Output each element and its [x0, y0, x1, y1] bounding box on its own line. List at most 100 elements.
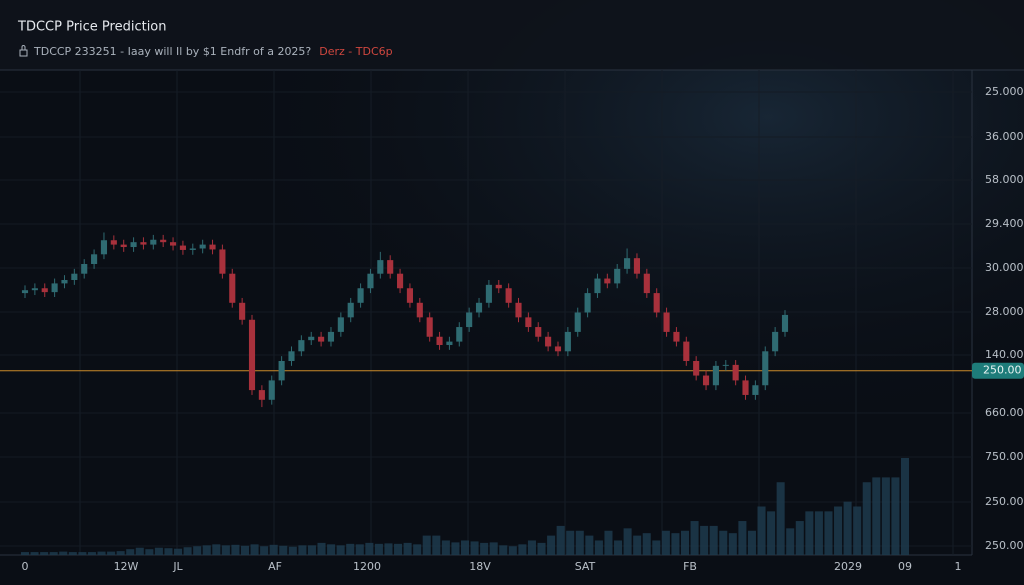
candle-body	[466, 312, 473, 328]
volume-bar	[107, 551, 116, 555]
volume-bar	[441, 540, 450, 555]
volume-bar	[20, 552, 30, 555]
volume-bar	[747, 530, 756, 555]
volume-bar	[212, 544, 221, 555]
candle-body	[288, 351, 295, 361]
candle-body	[752, 385, 759, 395]
x-axis-label: 18V	[469, 560, 491, 573]
volume-bar	[269, 544, 278, 555]
candle-body	[298, 340, 305, 352]
volume-bar	[700, 525, 709, 555]
y-axis-label: 29.400	[985, 217, 1024, 230]
candle-body	[41, 288, 48, 293]
candle-body	[554, 346, 562, 352]
volume-bar	[59, 551, 68, 555]
volume-bar	[336, 545, 345, 555]
y-axis-label: 750.000	[985, 450, 1024, 463]
y-axis-label: 30.000	[985, 261, 1024, 274]
candle-body	[209, 244, 216, 250]
candle-body	[327, 331, 335, 342]
volume-bar	[403, 542, 412, 555]
volume-bar	[355, 544, 364, 555]
volume-bar	[518, 544, 527, 555]
volume-bar	[776, 482, 785, 555]
candle-body	[31, 288, 38, 291]
volume-bar	[240, 545, 250, 555]
candle-body	[535, 327, 542, 337]
candle-body	[21, 290, 29, 294]
candle-body	[318, 336, 325, 342]
volume-bar	[767, 511, 776, 555]
candle-body	[436, 336, 443, 345]
candle-body	[229, 273, 236, 303]
candle-body	[475, 302, 483, 313]
candle-body	[406, 288, 413, 303]
volume-bar	[164, 548, 173, 555]
volume-bar	[652, 540, 661, 555]
volume-bar	[594, 540, 603, 555]
candle-body	[722, 364, 729, 366]
candle-body	[71, 273, 78, 281]
chart-title: TDCCP Price Prediction	[17, 20, 167, 35]
candle-body	[742, 380, 749, 395]
volume-bar	[422, 535, 431, 555]
volume-bar	[604, 530, 613, 555]
candle-body	[258, 390, 265, 400]
candle-body	[702, 375, 710, 386]
volume-bar	[900, 458, 910, 555]
candle-body	[781, 314, 789, 332]
candle-body	[130, 242, 137, 248]
volume-bar	[307, 545, 316, 555]
volume-bar	[891, 477, 900, 555]
candle-body	[199, 244, 206, 249]
x-axis-label: 09	[898, 560, 912, 573]
volume-bar	[834, 506, 843, 555]
candle-body	[762, 351, 769, 386]
lock-icon	[19, 45, 28, 57]
y-axis-label: 660.000	[985, 406, 1024, 419]
x-axis-label: 1	[955, 560, 962, 573]
x-axis-label: JL	[172, 560, 183, 573]
candle-body	[160, 239, 167, 243]
volume-bar	[78, 552, 87, 555]
volume-bar	[40, 552, 49, 555]
candle-body	[633, 258, 641, 274]
volume-bar	[738, 521, 747, 555]
candle-body	[505, 288, 512, 303]
volume-bar	[460, 540, 470, 555]
candle-body	[712, 365, 719, 386]
volume-bar	[633, 535, 642, 555]
volume-bar	[853, 506, 862, 555]
candle-body	[61, 280, 68, 284]
volume-bar	[585, 535, 594, 555]
volume-bar	[537, 542, 546, 555]
volume-bar	[126, 549, 135, 555]
volume-bar	[556, 525, 565, 555]
candle-body	[663, 312, 670, 332]
candle-body	[337, 317, 344, 332]
volume-bar	[757, 506, 766, 555]
volume-bar	[221, 545, 230, 555]
volume-bar	[480, 542, 489, 555]
volume-bar	[824, 511, 833, 555]
volume-bar	[193, 546, 202, 555]
volume-bar	[260, 546, 269, 555]
candle-body	[673, 331, 680, 342]
volume-bar	[661, 530, 670, 555]
volume-bar	[374, 543, 383, 555]
volume-bar	[489, 542, 498, 555]
volume-bar	[814, 511, 823, 555]
candle-body	[140, 242, 147, 245]
candle-body	[732, 364, 739, 381]
volume-bar	[805, 511, 814, 555]
candle-body	[446, 341, 453, 345]
volume-bar	[413, 544, 422, 555]
volume-bar	[49, 552, 58, 555]
volume-bar	[795, 521, 804, 555]
candle-body	[624, 258, 631, 269]
candle-body	[377, 260, 384, 274]
x-axis-label: 12W	[114, 560, 139, 573]
marker-label: 250.00	[983, 364, 1022, 377]
volume-bar	[174, 548, 183, 555]
